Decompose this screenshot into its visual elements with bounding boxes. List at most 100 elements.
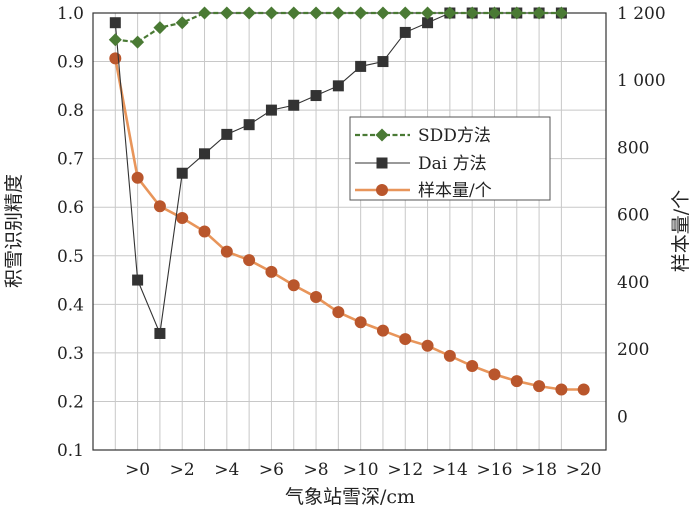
data-point [153, 21, 167, 35]
x-tick-label: >6 [259, 460, 284, 480]
data-point [465, 6, 479, 20]
left-tick-label: 0.3 [57, 344, 84, 364]
data-point [265, 104, 277, 116]
right-tick-label: 0 [617, 407, 628, 427]
left-tick-label: 0.7 [57, 150, 84, 170]
legend-marker [375, 128, 389, 142]
right-tick-label: 600 [617, 206, 649, 226]
data-point [153, 200, 166, 213]
data-point [243, 254, 256, 267]
data-point [154, 327, 166, 339]
legend-marker [376, 184, 388, 196]
right-tick-label: 1 000 [617, 71, 666, 91]
data-point [487, 6, 501, 20]
x-axis-title: 气象站雪深/cm [285, 486, 415, 508]
data-point [288, 99, 300, 111]
data-point [109, 17, 121, 29]
data-point [331, 6, 345, 20]
data-point [421, 339, 434, 352]
data-point [265, 265, 278, 278]
legend-label: Dai 方法 [418, 154, 487, 174]
data-point [264, 6, 278, 20]
data-point [242, 6, 256, 20]
data-point [376, 6, 390, 20]
x-tick-label: >0 [125, 460, 150, 480]
data-point [466, 359, 479, 372]
data-point [554, 6, 568, 20]
x-tick-label: >16 [477, 460, 513, 480]
data-point [332, 80, 344, 92]
data-point [131, 35, 145, 49]
right-axis-title: 样本量/个 [670, 190, 692, 272]
data-point [510, 6, 524, 20]
x-tick-label: >18 [521, 460, 557, 480]
data-point [198, 6, 212, 20]
data-point [220, 6, 234, 20]
data-point [108, 33, 122, 47]
data-point [555, 383, 568, 396]
right-tick-label: 800 [617, 138, 649, 158]
left-tick-label: 1.0 [57, 4, 84, 24]
series-group [108, 6, 568, 49]
data-point [310, 291, 323, 304]
data-point [175, 16, 189, 30]
legend-label: SDD方法 [418, 126, 491, 146]
x-tick-label: >20 [566, 460, 602, 480]
legend-label: 样本量/个 [418, 181, 492, 201]
data-point [310, 90, 322, 102]
series-group [109, 52, 590, 396]
data-point [176, 212, 189, 225]
data-point [309, 6, 323, 20]
data-point [533, 380, 546, 393]
data-point [243, 119, 255, 131]
data-point [287, 6, 301, 20]
left-tick-label: 0.4 [57, 295, 84, 315]
data-point [399, 333, 412, 346]
x-tick-label: >12 [387, 460, 423, 480]
left-axis-title: 积雪识别精度 [3, 174, 25, 288]
data-point [376, 324, 389, 337]
left-tick-label: 0.1 [57, 441, 84, 461]
data-point [422, 17, 434, 29]
data-point [577, 383, 590, 396]
left-tick-label: 0.5 [57, 247, 84, 267]
data-point [109, 52, 122, 65]
data-point [220, 245, 233, 258]
x-tick-label: >2 [170, 460, 195, 480]
data-point [132, 274, 144, 286]
left-tick-label: 0.9 [57, 53, 84, 73]
data-point [510, 375, 523, 388]
data-point [421, 6, 435, 20]
data-point [443, 349, 456, 362]
data-point [532, 6, 546, 20]
right-tick-label: 1 200 [617, 4, 666, 24]
x-tick-label: >4 [214, 460, 239, 480]
data-point [354, 316, 367, 329]
left-tick-label: 0.6 [57, 198, 84, 218]
data-point [355, 60, 367, 72]
data-point [176, 167, 188, 179]
series-line [115, 11, 562, 44]
right-tick-label: 200 [617, 340, 649, 360]
x-tick-label: >14 [432, 460, 468, 480]
x-tick-label: >8 [304, 460, 329, 480]
right-tick-label: 400 [617, 273, 649, 293]
data-point [399, 26, 411, 38]
legend-marker [376, 157, 388, 169]
data-point [398, 6, 412, 20]
data-point [221, 128, 233, 140]
data-point [443, 6, 457, 20]
data-point [131, 171, 144, 184]
left-y-axis: 0.1 0.2 0.3 0.4 0.5 0.6 0.7 0.8 0.9 1.0 [57, 4, 84, 461]
series [108, 6, 590, 396]
data-point [354, 6, 368, 20]
x-tick-label: >10 [343, 460, 379, 480]
data-point [377, 56, 389, 68]
data-point [332, 306, 345, 319]
right-y-axis: 0 200 400 600 800 1 000 1 200 [617, 4, 666, 427]
left-tick-label: 0.8 [57, 101, 84, 121]
left-tick-label: 0.2 [57, 392, 84, 412]
data-point [198, 225, 211, 238]
